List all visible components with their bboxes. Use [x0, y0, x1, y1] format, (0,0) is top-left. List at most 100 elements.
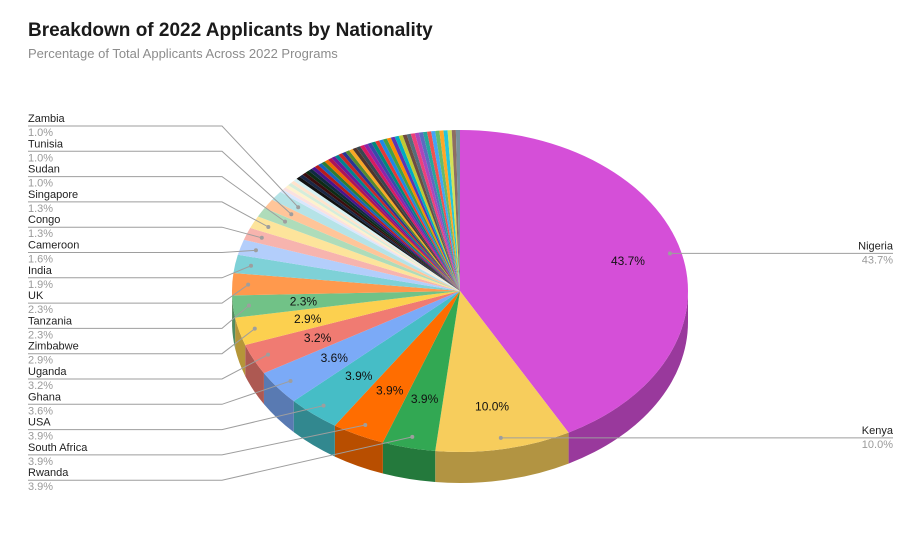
slice-minor-62	[439, 130, 460, 291]
slice-minor-32	[324, 159, 460, 291]
leader-dot-uganda	[266, 352, 271, 357]
callout-name-uganda: Uganda	[28, 366, 67, 378]
leader-dot-singapore	[266, 224, 271, 229]
callout-name-cameroon: Cameroon	[28, 240, 79, 252]
leader-congo	[28, 226, 262, 239]
slice-minor-60	[431, 130, 460, 291]
callout-value-rwanda: 3.9%	[28, 481, 53, 493]
leader-tanzania	[28, 305, 250, 329]
leader-dot-sudan	[283, 219, 288, 224]
callout-value-tanzania: 2.3%	[28, 329, 53, 341]
slice-zambia	[272, 191, 460, 291]
leader-dot-zambia	[296, 205, 301, 210]
callout-labels: Nigeria43.7%Kenya10.0%Zambia1.0%Tunisia1…	[28, 113, 894, 493]
slice-minor-46	[375, 140, 460, 291]
inside-label-south-africa: 3.9%	[376, 383, 404, 397]
slice-minor-66	[455, 130, 460, 291]
callout-value-usa: 3.9%	[28, 431, 53, 443]
slice-minor-53	[402, 134, 460, 291]
slice-minor-61	[435, 130, 460, 291]
callout-value-zimbabwe: 2.9%	[28, 355, 53, 367]
slice-minor-19	[285, 185, 460, 291]
callout-name-singapore: Singapore	[28, 189, 78, 201]
callout-name-zambia: Zambia	[28, 113, 66, 125]
leader-dot-kenya	[498, 435, 503, 440]
callout-value-uk: 2.3%	[28, 304, 53, 316]
inside-label-zimbabwe: 2.9%	[294, 312, 322, 326]
slice-minor-63	[443, 130, 460, 291]
leader-uganda	[28, 354, 269, 380]
callout-name-india: India	[28, 265, 53, 277]
slice-minor-41	[356, 146, 460, 291]
leader-india	[28, 265, 252, 279]
callout-name-sudan: Sudan	[28, 164, 60, 176]
leader-dot-cameroon	[253, 248, 258, 253]
slice-minor-33	[328, 158, 460, 291]
leader-zambia	[28, 125, 299, 208]
callout-name-ghana: Ghana	[28, 391, 62, 403]
leader-dot-congo	[259, 235, 264, 240]
inside-label-rwanda: 3.9%	[411, 392, 439, 406]
slice-nigeria	[460, 130, 689, 433]
callout-name-tunisia: Tunisia	[28, 138, 64, 150]
chart-subtitle: Percentage of Total Applicants Across 20…	[28, 46, 338, 61]
slice-rwanda	[382, 291, 460, 452]
inside-label-kenya: 10.0%	[475, 399, 509, 413]
slice-congo	[243, 227, 460, 291]
inside-label-uganda: 3.2%	[304, 331, 332, 345]
slice-minor-17	[280, 189, 460, 291]
side-tanzania	[232, 295, 236, 349]
callout-name-zimbabwe: Zimbabwe	[28, 341, 79, 353]
inside-labels: 43.7%10.0%3.9%3.9%3.9%3.6%3.2%2.9%2.3%	[290, 254, 646, 413]
slice-minor-37	[341, 151, 460, 291]
slice-minor-42	[360, 145, 460, 291]
slice-minor-18	[282, 187, 460, 291]
slice-minor-24	[299, 174, 460, 291]
slice-minor-29	[314, 164, 460, 291]
callout-name-rwanda: Rwanda	[28, 467, 69, 479]
slice-minor-50	[390, 136, 460, 291]
leader-ghana	[28, 380, 291, 405]
slice-minor-65	[451, 130, 460, 291]
callout-name-congo: Congo	[28, 214, 60, 226]
callout-name-usa: USA	[28, 417, 51, 429]
slice-minor-35	[334, 154, 460, 291]
slice-minor-64	[447, 130, 460, 291]
side-zimbabwe	[235, 317, 246, 376]
callout-value-india: 1.9%	[28, 279, 53, 291]
slice-sudan	[257, 207, 460, 291]
inside-label-tanzania: 2.3%	[290, 295, 318, 309]
leader-zimbabwe	[28, 328, 256, 355]
leader-dot-india	[248, 263, 253, 268]
slice-minor-57	[418, 132, 460, 291]
leader-dot-rwanda	[410, 434, 415, 439]
leader-dot-tunisia	[289, 212, 294, 217]
slice-minor-27	[308, 168, 460, 291]
inside-label-usa: 3.9%	[345, 369, 373, 383]
callout-value-congo: 1.3%	[28, 228, 53, 240]
callout-name-kenya: Kenya	[862, 425, 894, 437]
leader-dot-ghana	[288, 378, 293, 383]
slice-minor-23	[296, 176, 460, 291]
slice-minor-59	[426, 131, 460, 291]
slice-minor-43	[363, 143, 460, 291]
side-rwanda	[382, 442, 436, 483]
callout-value-kenya: 10.0%	[862, 439, 893, 451]
slice-minor-47	[379, 139, 460, 291]
slice-minor-45	[371, 141, 460, 291]
callout-value-singapore: 1.3%	[28, 203, 53, 215]
leader-dot-uk	[246, 282, 251, 287]
slice-minor-54	[406, 133, 460, 291]
leader-cameroon	[28, 249, 256, 253]
slice-minor-34	[331, 156, 460, 291]
leader-usa	[28, 405, 324, 431]
slice-uk	[232, 273, 460, 296]
pie-slices	[232, 130, 689, 452]
slice-india	[233, 254, 460, 291]
leader-south-africa	[28, 424, 366, 456]
callout-value-tunisia: 1.0%	[28, 152, 53, 164]
side-uganda	[245, 344, 264, 405]
slice-minor-21	[290, 180, 460, 291]
slice-minor-51	[394, 135, 460, 291]
slice-minor-26	[305, 170, 460, 291]
